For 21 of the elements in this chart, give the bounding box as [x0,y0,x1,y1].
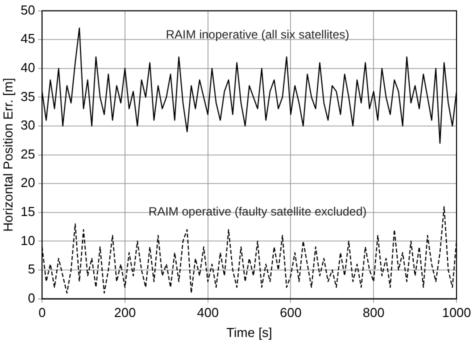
x-tick-label: 200 [114,305,136,320]
x-tick-label: 400 [197,305,219,320]
y-tick-label: 10 [20,232,36,248]
y-tick-label: 40 [20,60,36,75]
y-tick-label: 25 [20,146,36,162]
y-tick-label: 50 [20,2,36,18]
y-tick-label: 20 [20,175,36,190]
annotation: RAIM operative (faulty satellite excluded) [148,204,367,219]
x-axis-title: Time [s] [226,324,272,340]
y-axis-title: Horizontal Position Err. [m] [0,78,16,232]
annotation: RAIM inoperative (all six satellites) [166,28,350,42]
x-tick-label: 600 [280,305,302,320]
y-tick-label: 30 [20,118,36,133]
x-tick-label: 1000 [442,305,471,320]
y-tick-label: 35 [20,88,36,104]
y-tick-label: 15 [20,204,36,219]
x-tick-label: 800 [362,305,384,320]
y-tick-label: 45 [20,31,36,46]
y-tick-label: 0 [28,290,36,306]
y-tick-label: 5 [28,262,36,277]
x-tick-label: 0 [38,305,46,320]
